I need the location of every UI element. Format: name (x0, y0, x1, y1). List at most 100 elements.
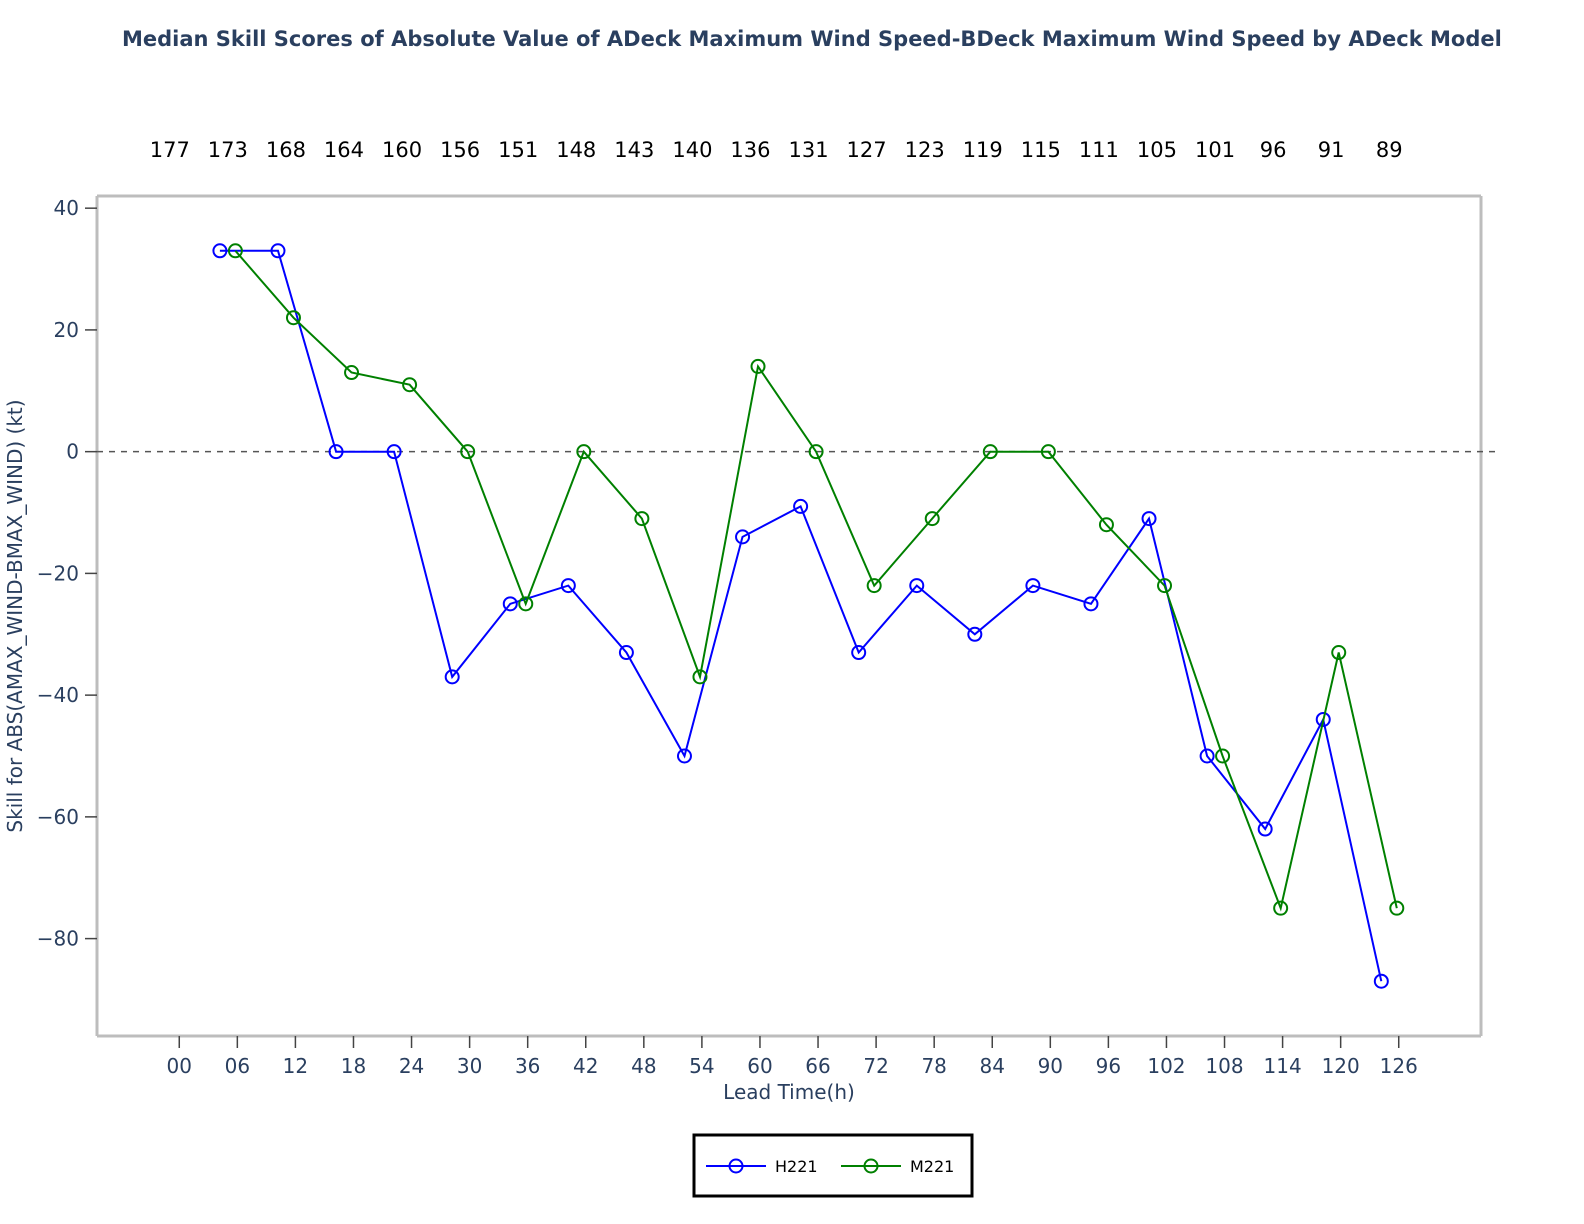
sample-count-label: 140 (672, 138, 712, 162)
sample-count-label: 148 (556, 138, 596, 162)
legend-label-m221: M221 (910, 1157, 954, 1176)
sample-count-label: 111 (1079, 138, 1119, 162)
sample-count-label: 127 (847, 138, 887, 162)
x-tick-label: 30 (457, 1054, 482, 1078)
x-tick-label: 84 (980, 1054, 1005, 1078)
sample-count-label: 143 (614, 138, 654, 162)
x-tick-label: 108 (1205, 1054, 1243, 1078)
data-point-h221[interactable] (1083, 596, 1099, 612)
x-axis-title: Lead Time(h) (723, 1080, 855, 1104)
legend: H221 M221 (692, 1133, 974, 1198)
series-line-h221 (219, 249, 1383, 982)
sample-count-label: 156 (440, 138, 480, 162)
data-point-h221[interactable] (735, 529, 751, 545)
x-tick-label: 66 (805, 1054, 830, 1078)
x-tick-label: 90 (1038, 1054, 1063, 1078)
data-point-h221[interactable] (386, 444, 402, 460)
legend-item-m221[interactable]: M221 (841, 1157, 954, 1176)
x-tick-label: 60 (747, 1054, 772, 1078)
x-axis: 00 06 12 18 24 30 36 42 48 54 60 66 72 78 84 90 96 102 108… (167, 1036, 1418, 1078)
data-point-h221[interactable] (1315, 711, 1331, 727)
data-point-m221[interactable] (1098, 517, 1114, 533)
data-point-m221[interactable] (1040, 444, 1056, 460)
data-point-h221[interactable] (1373, 973, 1389, 989)
data-point-m221[interactable] (1331, 645, 1347, 661)
x-tick-label: 102 (1147, 1054, 1185, 1078)
sample-count-label: 89 (1376, 138, 1403, 162)
data-point-h221[interactable] (1257, 821, 1273, 837)
x-tick-label: 42 (573, 1054, 598, 1078)
sample-count-label: 173 (208, 138, 248, 162)
sample-count-label: 96 (1260, 138, 1287, 162)
data-point-h221[interactable] (618, 645, 634, 661)
data-point-m221[interactable] (866, 578, 882, 594)
sample-count-label: 105 (1137, 138, 1177, 162)
y-tick-label: −80 (37, 927, 79, 951)
data-point-h221[interactable] (1199, 748, 1215, 764)
data-point-h221[interactable] (560, 578, 576, 594)
data-point-m221[interactable] (285, 310, 301, 326)
data-point-m221[interactable] (634, 511, 650, 527)
data-point-h221[interactable] (270, 243, 286, 259)
data-point-h221[interactable] (793, 498, 809, 514)
x-tick-label: 48 (631, 1054, 656, 1078)
y-tick-label: −40 (37, 683, 79, 707)
data-point-m221[interactable] (808, 444, 824, 460)
data-point-m221[interactable] (1273, 900, 1289, 916)
x-tick-label: 24 (399, 1054, 424, 1078)
data-point-h221[interactable] (1025, 578, 1041, 594)
data-point-m221[interactable] (227, 243, 243, 259)
data-point-m221[interactable] (1389, 900, 1405, 916)
chart-title: Median Skill Scores of Absolute Value of… (122, 27, 1502, 51)
x-tick-label: 54 (689, 1054, 714, 1078)
x-tick-label: 00 (167, 1054, 192, 1078)
legend-marker-h221 (728, 1158, 744, 1174)
x-tick-label: 78 (921, 1054, 946, 1078)
series-line-m221 (234, 250, 1398, 912)
x-tick-label: 18 (341, 1054, 366, 1078)
data-point-m221[interactable] (692, 669, 708, 685)
sample-count-label: 101 (1195, 138, 1235, 162)
data-point-m221[interactable] (750, 358, 766, 374)
legend-item-h221[interactable]: H221 (706, 1157, 818, 1176)
sample-count-label: 164 (324, 138, 364, 162)
data-point-m221[interactable] (344, 365, 360, 381)
data-point-h221[interactable] (967, 626, 983, 642)
data-point-h221[interactable] (851, 645, 867, 661)
sample-count-label: 131 (788, 138, 828, 162)
sample-count-label: 168 (266, 138, 306, 162)
data-point-m221[interactable] (924, 511, 940, 527)
x-tick-label: 96 (1096, 1054, 1121, 1078)
data-point-h221[interactable] (909, 578, 925, 594)
x-tick-label: 36 (515, 1054, 540, 1078)
y-tick-label: 20 (54, 318, 79, 342)
sample-count-label: 151 (498, 138, 538, 162)
sample-count-label: 115 (1021, 138, 1061, 162)
data-point-h221[interactable] (444, 669, 460, 685)
x-tick-label: 72 (863, 1054, 888, 1078)
x-tick-label: 12 (283, 1054, 308, 1078)
sample-count-label: 123 (905, 138, 945, 162)
data-point-m221[interactable] (460, 444, 476, 460)
data-point-m221[interactable] (982, 444, 998, 460)
data-point-h221[interactable] (212, 243, 228, 259)
sample-count-label: 177 (150, 138, 190, 162)
data-point-h221[interactable] (502, 596, 518, 612)
data-point-h221[interactable] (328, 444, 344, 460)
data-point-m221[interactable] (1157, 578, 1173, 594)
legend-marker-m221 (863, 1158, 879, 1174)
data-point-m221[interactable] (402, 377, 418, 393)
series-layer (212, 243, 1405, 989)
sample-count-label: 160 (382, 138, 422, 162)
y-axis-title: Skill for ABS(AMAX_WIND-BMAX_WIND) (kt) (3, 399, 27, 832)
data-point-m221[interactable] (1215, 748, 1231, 764)
y-tick-label: 0 (66, 440, 79, 464)
sample-count-row: 177 173 168 164 160 156 151 148 143 140 136 131 127 1… (150, 138, 1403, 162)
data-point-m221[interactable] (576, 444, 592, 460)
y-axis: 40 20 0 −20 −40 −60 −80 (37, 196, 97, 951)
data-point-h221[interactable] (676, 748, 692, 764)
sample-count-label: 136 (730, 138, 770, 162)
data-point-h221[interactable] (1141, 511, 1157, 527)
data-point-m221[interactable] (518, 596, 534, 612)
